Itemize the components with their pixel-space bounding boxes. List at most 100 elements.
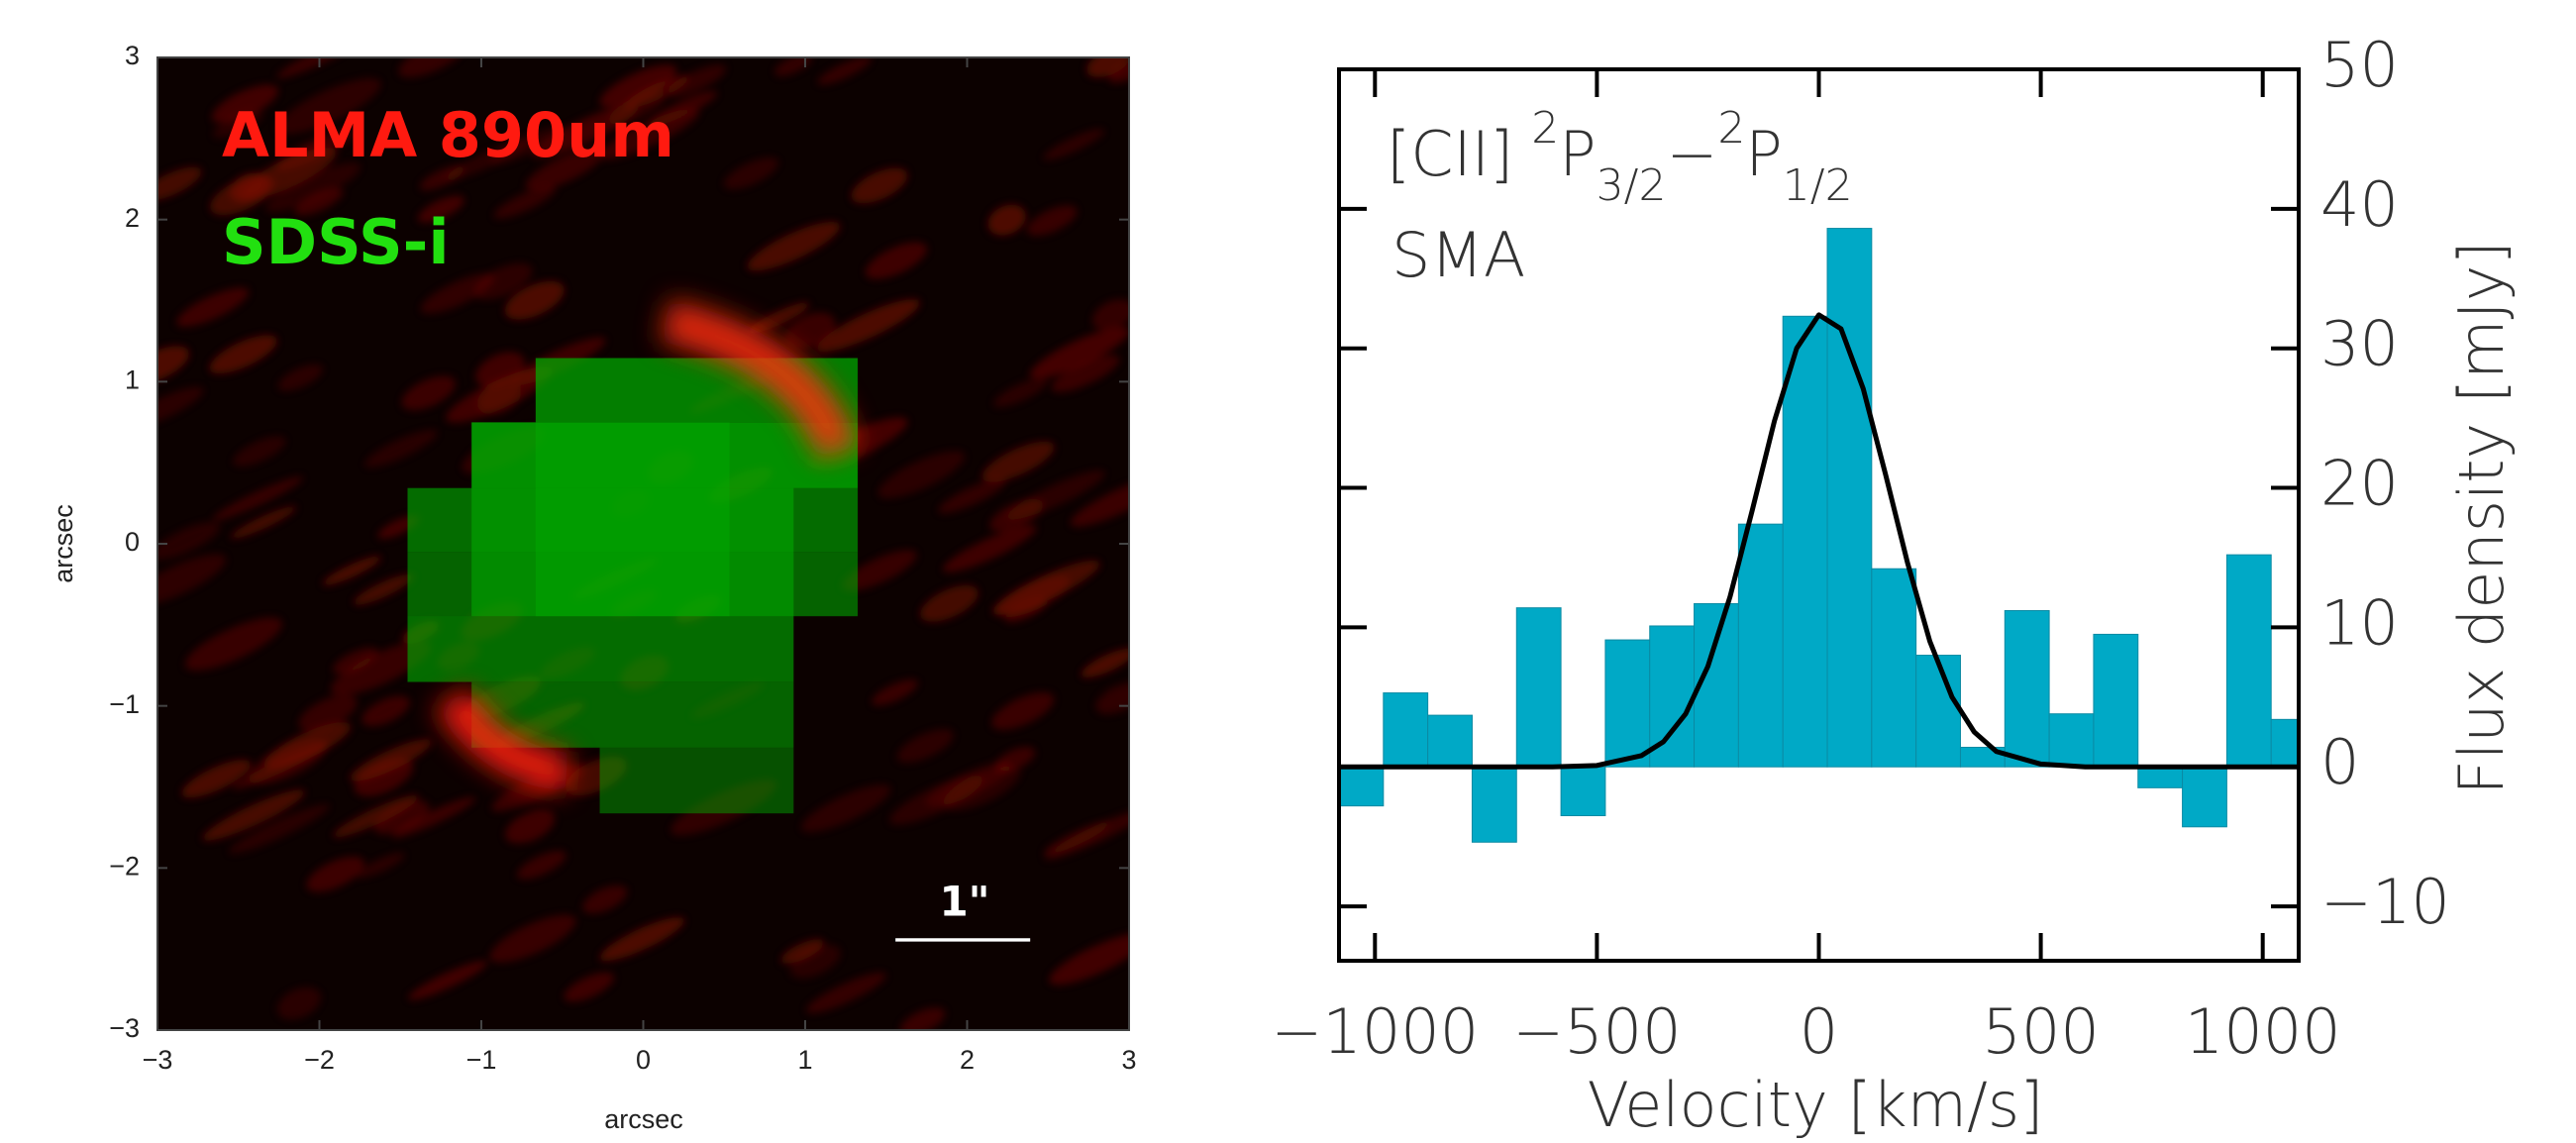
noise-streak [265,162,361,213]
bar [2225,554,2272,768]
noise-streak [493,185,557,219]
pixel-row [471,681,794,748]
noise-streak [330,641,432,695]
y-tick-label: −10 [2320,866,2450,938]
noise-streak [1029,327,1129,379]
noise-streak [276,77,381,135]
noise-streak [1086,57,1129,78]
noise-streak [420,273,495,314]
y-axis-label: arcsec [49,504,78,583]
noise-streak [306,856,364,892]
fit-curve [1339,312,2299,770]
subscript: 3/2 [1597,160,1667,211]
bar [2182,766,2227,828]
noise-streak [800,784,891,833]
y-tick-label: 3 [125,41,140,70]
noise-streak [599,108,700,159]
line-label: [CII] 2P3/2−2P1/2 [1387,103,1853,211]
noise-streak [648,90,718,127]
x-tick-label: −3 [143,1045,173,1075]
bar [2004,609,2050,768]
noise-streak [184,617,282,671]
x-axis-label: arcsec [604,1104,683,1134]
noise-streak [202,789,306,841]
noise-streak [233,436,286,467]
y-axis-label: Flux density [mJy] [2445,241,2518,794]
noise-streak [599,916,685,962]
noise-streak [919,584,979,622]
noise-streak [599,64,677,108]
x-tick-label: 0 [636,1045,651,1075]
pixel-row [471,422,858,488]
noise-streak [747,221,841,271]
noise-streak [817,57,872,85]
noise-streak [333,647,378,675]
noise-streak [872,678,918,706]
y-tick-label: −1 [109,689,140,719]
noise-streak [1006,469,1105,520]
y-tick-label: −2 [109,851,140,881]
noise-streak [993,377,1048,408]
x-tick-label: 2 [960,1045,975,1075]
noise-streak [1051,355,1120,392]
x-tick-label: −2 [304,1045,335,1075]
bar [1515,607,1562,768]
bar [2048,713,2095,768]
x-tick-label: 1 [797,1045,812,1075]
noise-streak [157,554,227,606]
noise-streak [942,525,1037,572]
y-tick-label: −3 [109,1013,140,1043]
noise-streak [1081,648,1129,678]
y-tick-label: 10 [2320,586,2399,659]
noise-streak [987,204,1026,236]
noise-streak [1091,299,1129,331]
bar [1560,766,1606,817]
noise-streak [780,938,825,964]
noise-streak [350,739,432,781]
noise-streak [333,794,419,838]
bar [1383,692,1429,768]
bar [2270,718,2300,768]
noise-streak [354,758,414,796]
species: [CII] [1387,118,1513,190]
noise-streak [373,800,430,835]
x-tick-label: −1000 [1271,995,1479,1068]
noise-streak [1043,129,1105,160]
noise-streak [176,287,250,327]
noise-streak [401,375,456,411]
noise-streak [181,759,252,798]
noise-streak [489,914,576,963]
noise-streak [670,779,777,836]
legend-entry: ALMA 890um [222,99,674,171]
x-tick-label: 500 [1982,995,2099,1068]
noise-streak [353,573,414,605]
noise-streak [419,164,465,191]
pixel-row [599,747,794,814]
pixel-row [407,552,858,617]
noise-streak [157,521,220,561]
noise-streak [357,852,405,879]
x-tick-label: −500 [1512,995,1681,1068]
noise-streak [1070,475,1129,527]
bar [1471,766,1517,843]
bar [1427,714,1473,768]
legend-entry: SDSS-i [222,206,450,278]
noise-streak [564,972,615,1002]
noise-streak [228,804,330,854]
noise-streak [625,74,690,109]
bar [1338,766,1385,807]
noise-streak [889,775,983,825]
x-tick-label: 3 [1121,1045,1136,1075]
noise-streak [157,346,189,384]
noise-streak [666,64,727,98]
pixel-row [407,616,794,682]
noise-streak [532,104,639,158]
y-tick-label: 50 [2320,29,2399,101]
noise-streak [239,148,337,200]
noise-streak [1044,809,1129,860]
x-tick-label: −1 [466,1045,497,1075]
arc-north [660,299,859,460]
noise-streak [408,961,487,1000]
y-tick-label: 2 [125,203,140,233]
